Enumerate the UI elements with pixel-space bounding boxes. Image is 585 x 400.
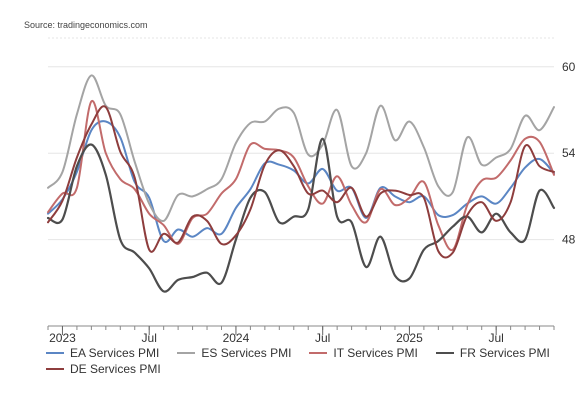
legend-swatch-fr [435,352,454,354]
legend-label-fr: FR Services PMI [459,346,550,360]
legend-swatch-de [46,368,64,370]
legend-item-ea: EA Services PMI [46,346,159,360]
source-label: Source: tradingeconomics.com [24,20,148,30]
x-tick-label-3: Jul [315,331,330,345]
x-tick-label-1: Jul [142,331,157,345]
legend-label-es: ES Services PMI [201,346,292,360]
series-line-fr [46,137,556,293]
legend: EA Services PMI ES Services PMI IT Servi… [46,345,566,377]
x-tick-label-4: 2025 [396,331,423,345]
legend-swatch-es [177,352,196,354]
series-line-es [47,74,555,222]
y-tick-label-60: 60 [562,60,576,74]
legend-item-fr: FR Services PMI [435,346,550,360]
series-line-de [47,105,555,259]
legend-swatch-ea [46,352,64,354]
y-tick-label-48: 48 [562,233,576,247]
y-tick-label-54: 54 [562,146,576,160]
legend-item-es: ES Services PMI [177,346,291,360]
legend-item-it: IT Services PMI [309,346,418,360]
legend-row-2: DE Services PMI [46,361,566,377]
x-tick-label-2: 2024 [223,331,250,345]
x-tick-label-0: 2023 [49,331,76,345]
legend-row-1: EA Services PMI ES Services PMI IT Servi… [46,345,566,361]
x-tick-label-5: Jul [488,331,503,345]
series-line-it [47,100,555,252]
legend-item-de: DE Services PMI [46,362,161,376]
legend-label-it: IT Services PMI [333,346,418,360]
legend-label-de: DE Services PMI [70,362,161,376]
legend-swatch-it [309,352,328,354]
legend-label-ea: EA Services PMI [70,346,160,360]
